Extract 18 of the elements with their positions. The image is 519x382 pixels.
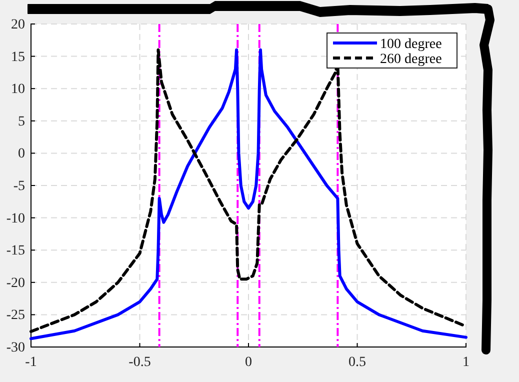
x-tick-label: -1 — [25, 354, 37, 370]
x-tick-label: 0 — [245, 354, 252, 370]
y-tick-label: -30 — [6, 340, 25, 356]
y-tick-label: -15 — [6, 244, 25, 259]
y-tick-label: -5 — [13, 178, 25, 194]
x-tick-label: -0.5 — [128, 354, 151, 370]
x-tick-label: 1 — [462, 354, 470, 370]
y-tick-label: 15 — [11, 50, 25, 65]
legend-label: 100 degree — [380, 37, 442, 52]
y-tick-label: 0 — [18, 146, 25, 162]
x-tick-label: 0.5 — [348, 354, 366, 370]
y-tick-label: -25 — [6, 308, 25, 324]
y-tick-label: 5 — [18, 114, 25, 130]
y-tick-label: 20 — [11, 17, 25, 32]
legend-label: 260 degree — [380, 52, 442, 67]
y-tick-label: -20 — [6, 276, 25, 291]
y-tick-label: -10 — [6, 211, 25, 226]
y-tick-label: 10 — [11, 82, 25, 98]
